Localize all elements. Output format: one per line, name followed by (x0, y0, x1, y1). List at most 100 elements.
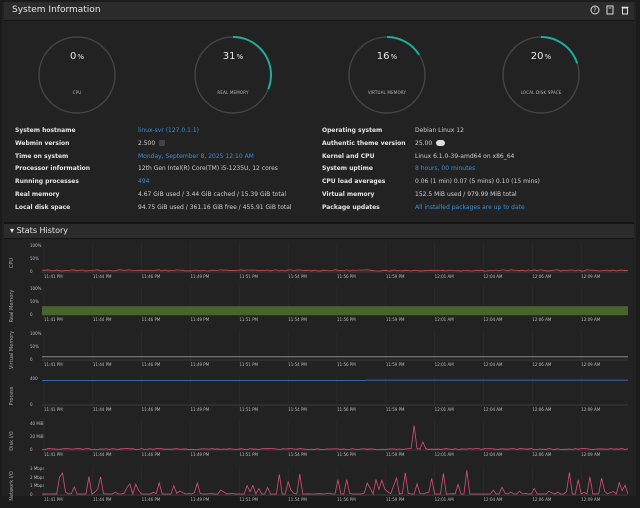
chart-x-tick: 11:49 PM (191, 407, 210, 412)
chart-y-tick: 100% (30, 331, 41, 336)
chart-x-tick: 11:46 PM (142, 362, 161, 367)
chart-title: Virtual Memory (9, 333, 15, 369)
chart-y-tick: 100% (30, 243, 41, 248)
chart-x-tick: 11:44 PM (93, 317, 112, 322)
chart-x-tick: 11:49 PM (191, 452, 210, 457)
gauge-virtual-memory: 16% VIRTUAL MEMORY (346, 34, 428, 116)
chart-x-tick: 11:41 PM (44, 317, 63, 322)
info-value[interactable]: All installed packages are up to date (415, 203, 525, 213)
chart-y-axis-label: Process (6, 376, 18, 418)
chart-plot-area[interactable] (42, 421, 628, 451)
chart-plot-area[interactable] (42, 466, 628, 496)
gauge-track (39, 37, 115, 113)
info-value[interactable]: 494 (138, 177, 149, 187)
chart-x-tick: 11:56 PM (337, 362, 356, 367)
stats-history-header[interactable]: ▾ Stats History (4, 224, 634, 239)
stats-history-title: Stats History (17, 226, 68, 235)
chart-x-tick: 11:51 PM (239, 407, 258, 412)
chart-y-tick: 0 (30, 492, 33, 497)
info-label: Kernel and CPU (322, 152, 374, 162)
info-value-text[interactable]: Monday, September 8, 2025 12:10 AM (138, 153, 254, 160)
chart-x-tick: 11:51 PM (239, 317, 258, 322)
chart-plot-area[interactable] (42, 243, 628, 273)
gauge-label: REAL MEMORY (192, 90, 274, 95)
chart-y-tick: 400 (30, 376, 38, 381)
chart-plot-area[interactable] (42, 286, 628, 316)
chart-x-tick: 12:01 AM (435, 407, 454, 412)
chart-x-tick: 11:46 PM (142, 407, 161, 412)
info-label: Virtual memory (322, 190, 374, 200)
gauge-label: LOCAL DISK SPACE (500, 90, 582, 95)
info-value-text: 0.06 (1 min) 0.07 (5 mins) 0.10 (15 mins… (415, 178, 540, 185)
chart-x-tick: 12:04 AM (484, 362, 503, 367)
chart-x-tick: 12:06 AM (532, 407, 551, 412)
gauge-local-disk-space: 20%LOCAL DISK SPACE (500, 34, 582, 116)
info-value: 94.75 GiB used / 361.16 GiB free / 455.9… (138, 203, 292, 213)
gauge-label: CPU (36, 90, 118, 95)
info-label: Local disk space (15, 203, 70, 213)
chart-x-tick: 11:41 PM (44, 274, 63, 279)
chart-x-tick: 11:44 PM (93, 407, 112, 412)
gauge-percent: 31% (192, 51, 274, 62)
page-title: System Information (12, 5, 101, 15)
gauge-percent: 16% (346, 51, 428, 62)
info-label: System uptime (322, 164, 373, 174)
chart-x-tick: 11:54 PM (288, 362, 307, 367)
chart-x-tick: 11:49 PM (191, 317, 210, 322)
info-button-icon[interactable] (159, 140, 165, 146)
info-value: 152.5 MiB used / 979.99 MiB total (415, 190, 517, 200)
chart-x-tick: 12:09 AM (581, 497, 600, 502)
chart-x-tick: 11:59 PM (386, 317, 405, 322)
chart-x-tick: 11:49 PM (191, 362, 210, 367)
gauge-label: VIRTUAL MEMORY (346, 90, 428, 95)
gauge-percent-value: 31 (223, 51, 236, 62)
chart-x-tick: 11:59 PM (386, 274, 405, 279)
chart-title: Process (9, 378, 15, 414)
help-icon[interactable]: ? (590, 5, 600, 15)
info-value: Linux 6.1.0-39-amd64 on x86_64 (415, 152, 514, 162)
chart-plot-area[interactable] (42, 331, 628, 361)
info-value[interactable]: Monday, September 8, 2025 12:10 AM (138, 152, 254, 162)
copy-icon[interactable] (605, 5, 615, 15)
chart-series-line (42, 470, 628, 494)
chart-y-tick: 50% (30, 299, 39, 304)
chart-x-tick: 11:59 PM (386, 452, 405, 457)
chart-x-tick: 12:04 AM (484, 452, 503, 457)
chart-x-tick: 11:41 PM (44, 407, 63, 412)
chart-x-tick: 11:54 PM (288, 497, 307, 502)
chart-y-axis-label: CPU (6, 243, 18, 285)
chart-x-tick: 11:54 PM (288, 317, 307, 322)
info-value-text[interactable]: 8 hours, 00 minutes (415, 165, 475, 172)
info-value-text[interactable]: 494 (138, 178, 149, 185)
info-value[interactable]: 8 hours, 00 minutes (415, 164, 475, 174)
chart-x-tick: 11:46 PM (142, 274, 161, 279)
info-value[interactable]: linux-svr (127.0.1.1) (138, 126, 199, 136)
info-value: 0.06 (1 min) 0.07 (5 mins) 0.10 (15 mins… (415, 177, 540, 187)
info-label: Time on system (15, 152, 68, 162)
trash-icon[interactable] (620, 5, 630, 15)
chart-x-tick: 11:51 PM (239, 274, 258, 279)
info-value: 25.00 (415, 139, 445, 149)
chart-x-tick: 12:09 AM (581, 362, 600, 367)
info-value: 2.500 (138, 139, 165, 149)
info-value-text: 152.5 MiB used / 979.99 MiB total (415, 191, 517, 198)
info-label: Processor information (15, 164, 90, 174)
info-value-text[interactable]: linux-svr (127.0.1.1) (138, 127, 199, 134)
panel-header: System Information ? (4, 2, 634, 21)
collapse-caret-icon[interactable]: ▾ (10, 226, 14, 235)
chart-series-line (42, 270, 628, 271)
chart-x-tick: 11:59 PM (386, 497, 405, 502)
chart-x-tick: 12:01 AM (435, 497, 454, 502)
chart-x-tick: 11:51 PM (239, 452, 258, 457)
info-value-text[interactable]: All installed packages are up to date (415, 204, 525, 211)
chart-plot-area[interactable] (42, 376, 628, 406)
theme-info-badge-icon[interactable] (436, 140, 445, 146)
info-value-text: 25.00 (415, 140, 432, 147)
chart-x-tick: 12:04 AM (484, 274, 503, 279)
